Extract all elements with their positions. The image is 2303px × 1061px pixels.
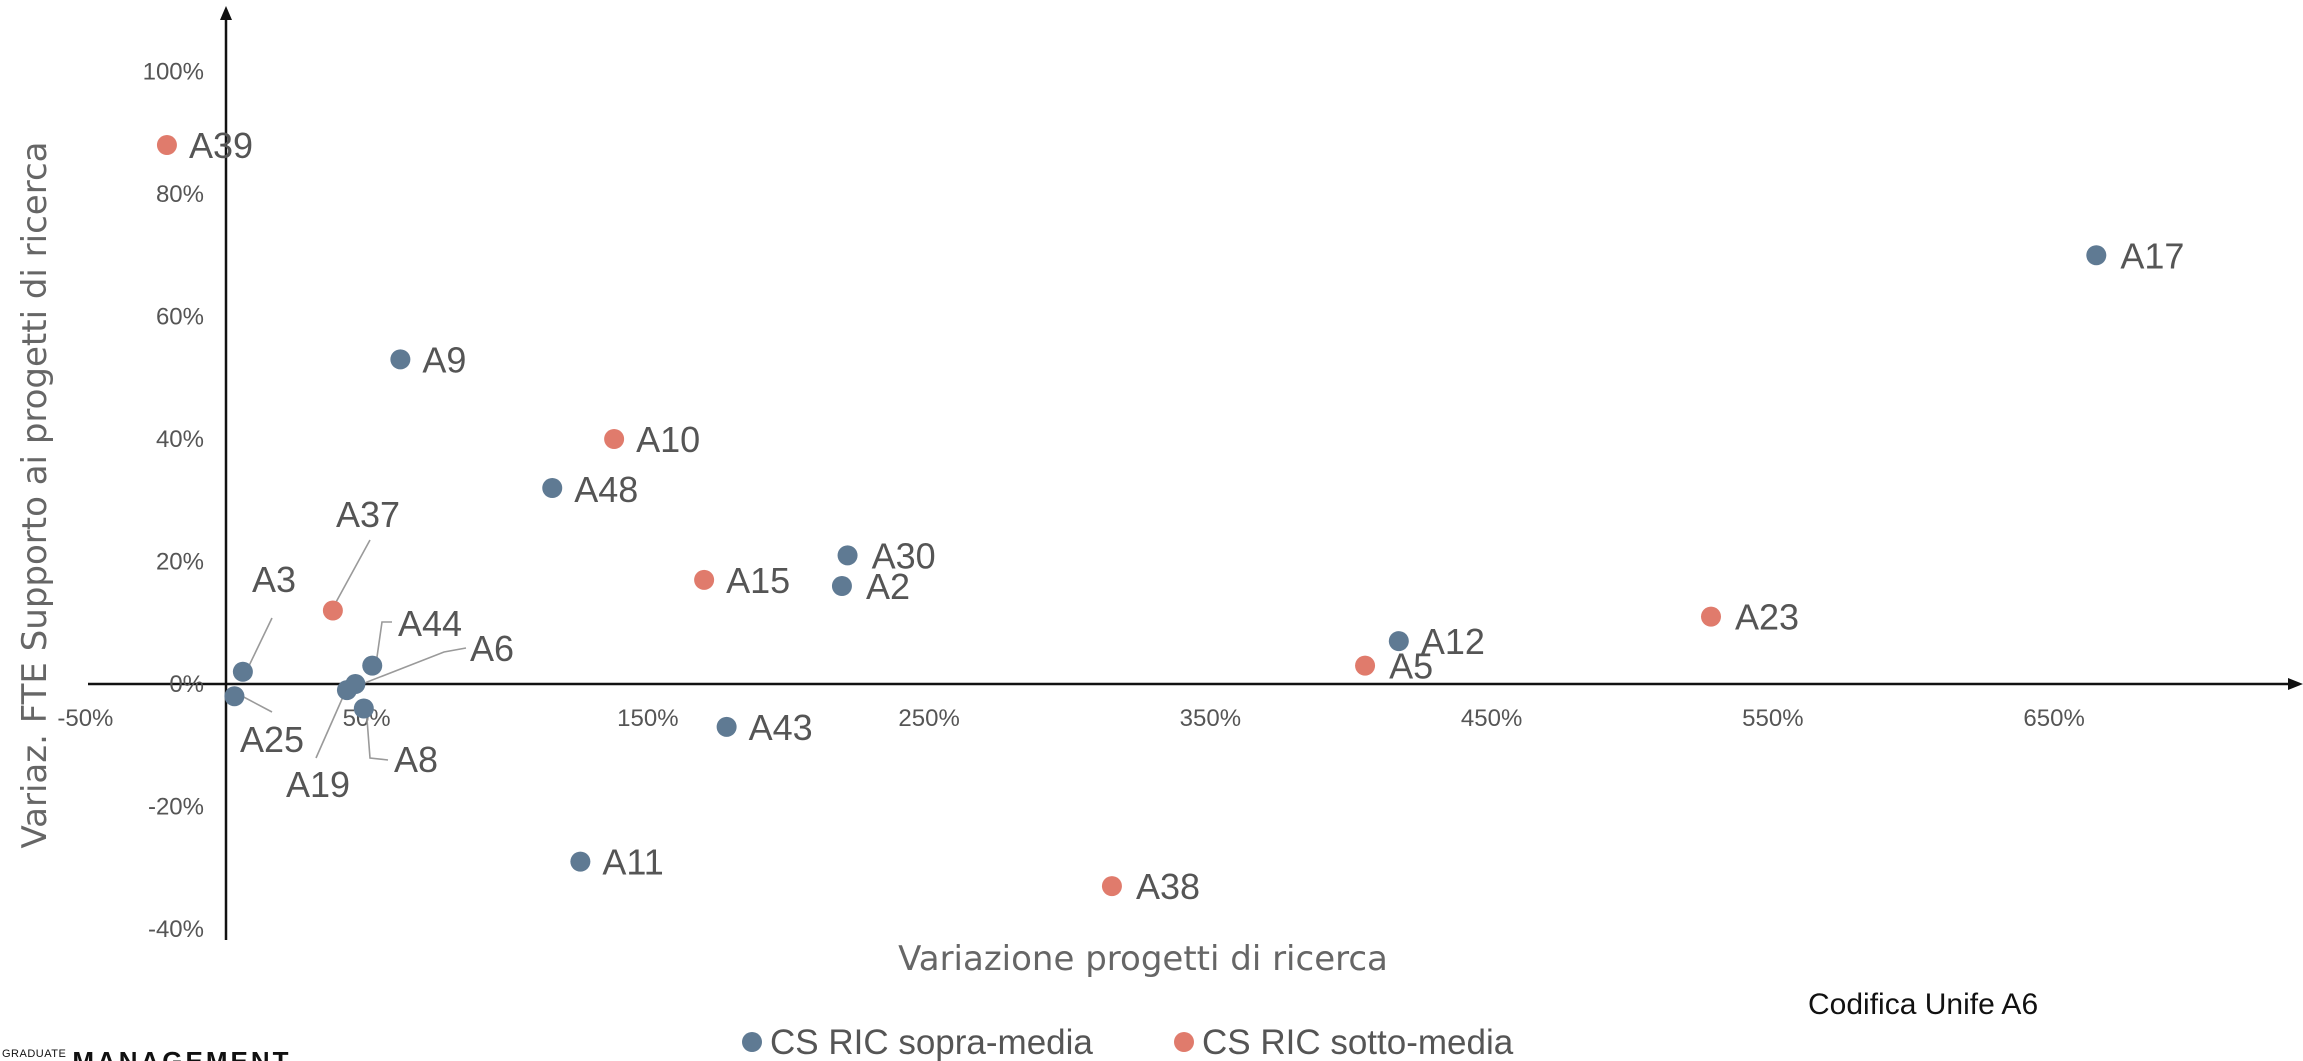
data-label: A11 [602, 842, 663, 883]
x-tick-label: 250% [898, 705, 959, 732]
data-point [1355, 655, 1376, 676]
y-axis-arrow [220, 6, 232, 20]
data-point [336, 680, 357, 701]
legend-marker [1174, 1032, 1194, 1052]
tick-labels: -50% 50% 150% 250% 350% 450% 550% 650%100%80%60… [57, 59, 2084, 944]
y-tick-label: 20% [156, 549, 204, 576]
y-tick-label: 80% [156, 181, 204, 208]
data-label: A38 [1136, 866, 1200, 907]
y-tick-label: -20% [148, 794, 204, 821]
data-label: A15 [726, 560, 790, 601]
label-leader-lines [237, 539, 467, 761]
data-point [353, 698, 374, 719]
data-label: A25 [240, 719, 304, 760]
data-label: A8 [394, 739, 438, 780]
x-axis-arrow [2288, 678, 2303, 690]
data-label: A6 [470, 628, 514, 669]
data-point [542, 478, 563, 498]
y-tick-label: 40% [156, 426, 204, 453]
data-label: A30 [872, 535, 936, 576]
y-tick-label: 0% [169, 671, 204, 698]
data-point [156, 135, 177, 155]
data-point [570, 851, 591, 872]
logo-small-text: GRADUATE [2, 1048, 67, 1060]
data-label: A2 [866, 566, 910, 607]
y-tick-label: -40% [148, 916, 204, 943]
logo-big-text: MANAGEMENT [72, 1048, 291, 1061]
data-label: A17 [2120, 235, 2184, 276]
data-label: A10 [636, 419, 700, 460]
x-tick-label: 550% [1742, 705, 1803, 732]
data-label: A23 [1735, 597, 1799, 638]
label-leader-line [315, 689, 347, 759]
data-point [837, 545, 858, 566]
data-label: A48 [574, 469, 638, 510]
data-point [831, 576, 852, 596]
data-point [1388, 631, 1409, 652]
data-label: A19 [286, 764, 350, 805]
legend-marker [742, 1032, 762, 1052]
data-point [716, 716, 737, 737]
label-leader-line [334, 539, 371, 605]
legend-entry: CS RIC sopra-media [770, 1023, 1093, 1061]
x-tick-label: 650% [2023, 705, 2084, 732]
data-point [390, 349, 411, 370]
legend: CS RIC sopra-media CS RIC sotto-media [742, 1023, 1514, 1061]
source-note: Codifica Unife A6 [1808, 988, 2039, 1021]
data-point [694, 569, 715, 590]
data-label: A43 [749, 707, 813, 748]
data-point [224, 686, 245, 707]
x-tick-label: -50% [57, 705, 113, 732]
label-leader-line [245, 617, 273, 673]
legend-entry: CS RIC sotto-media [1202, 1023, 1514, 1061]
x-tick-label: 350% [1180, 705, 1241, 732]
label-leader-line [365, 705, 389, 761]
data-points [156, 135, 2107, 897]
data-label: A9 [422, 339, 466, 380]
label-leader-line [361, 647, 467, 685]
data-label: A44 [398, 603, 462, 644]
x-tick-label: 150% [617, 705, 678, 732]
data-point [604, 429, 625, 449]
label-leader-line [375, 621, 392, 665]
y-tick-label: 100% [143, 59, 204, 86]
data-label: A5 [1389, 646, 1433, 687]
y-axis-title: Variaz. FTE Supporto ai progetti di rice… [15, 142, 55, 849]
data-point [1701, 606, 1721, 627]
axes [88, 6, 2303, 940]
x-tick-label: 450% [1461, 705, 1522, 732]
data-label: A3 [252, 559, 296, 600]
data-point [1101, 876, 1122, 897]
data-point [2086, 245, 2107, 266]
data-label: A39 [189, 125, 253, 166]
data-point [362, 655, 383, 676]
data-point [232, 661, 253, 682]
data-point [322, 600, 343, 621]
y-tick-label: 60% [156, 304, 204, 331]
data-label: A12 [1421, 621, 1485, 662]
data-label: A37 [336, 494, 400, 535]
logo: GRADUATE MANAGEMENT [2, 1048, 292, 1061]
x-axis-title: Variazione progetti di ricerca [898, 939, 1388, 979]
